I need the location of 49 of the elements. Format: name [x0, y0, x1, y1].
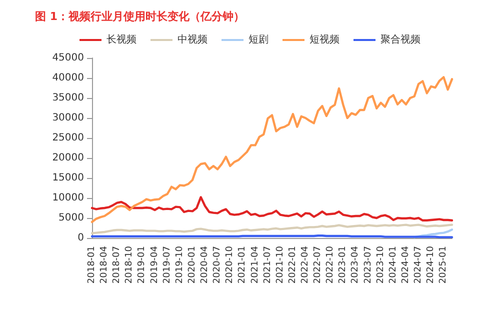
x-tick-label: 2025-01 [438, 246, 449, 284]
x-tick-label: 2018-01 [87, 246, 97, 284]
x-tick-label: 2019-04 [150, 246, 160, 284]
line-series [90, 196, 454, 222]
y-tick-label: 15000 [52, 172, 84, 184]
y-tick-label: 45000 [52, 52, 84, 64]
y-tick-label: 5000 [58, 212, 84, 224]
line-series [413, 228, 454, 238]
line-series [90, 76, 454, 224]
y-tick-label: 20000 [52, 152, 84, 164]
x-tick-label: 2018-07 [112, 246, 122, 284]
y-tick-label: 10000 [52, 192, 84, 204]
legend-label: 中视频 [178, 34, 208, 46]
x-tick-label: 2020-10 [225, 246, 236, 284]
legend-label: 聚合视频 [380, 34, 420, 46]
x-tick-label: 2019-10 [174, 246, 185, 284]
x-tick-label: 2019-07 [162, 246, 172, 284]
x-tick-label: 2019-01 [137, 246, 148, 284]
y-tick-label: 40000 [52, 72, 84, 84]
x-tick-label: 2023-04 [350, 246, 361, 284]
y-tick-label: 25000 [52, 132, 84, 144]
legend-label: 短视频 [310, 34, 340, 46]
x-tick-label: 2024-10 [426, 246, 436, 284]
x-tick-label: 2023-10 [376, 246, 386, 284]
x-tick-label: 2021-07 [262, 246, 273, 284]
x-tick-label: 2024-01 [388, 246, 398, 284]
x-tick-label: 2021-04 [250, 246, 260, 284]
legend-label: 长视频 [106, 34, 136, 46]
y-tick-label: 30000 [52, 112, 84, 124]
x-tick-label: 2020-01 [187, 246, 198, 284]
x-tick-label: 2021-01 [238, 246, 248, 284]
x-tick-label: 2018-04 [100, 246, 110, 284]
x-tick-label: 2022-10 [326, 246, 336, 284]
x-tick-label: 2022-01 [288, 246, 298, 284]
x-tick-label: 2024-07 [414, 246, 424, 284]
x-tick-label: 2020-07 [212, 246, 223, 284]
x-tick-label: 2022-07 [313, 246, 324, 284]
x-tick-label: 2018-10 [124, 246, 135, 284]
x-tick-label: 2020-04 [200, 246, 210, 284]
y-tick-label: 0 [78, 232, 84, 244]
y-tick-label: 35000 [52, 92, 84, 104]
x-tick-label: 2023-01 [338, 246, 348, 284]
x-tick-label: 2023-07 [363, 246, 374, 284]
x-tick-label: 2022-04 [300, 246, 310, 284]
x-tick-label: 2024-04 [400, 246, 411, 284]
legend-label: 短剧 [248, 34, 268, 46]
x-tick-label: 2021-10 [275, 246, 286, 284]
chart-title: 图 1：视频行业月使用时长变化（亿分钟） [35, 10, 244, 23]
line-series [90, 224, 454, 234]
